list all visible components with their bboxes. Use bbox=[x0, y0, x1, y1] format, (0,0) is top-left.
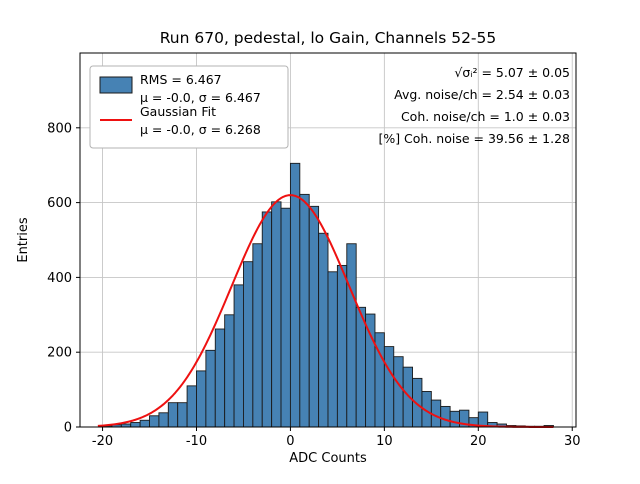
annotation-sigma-total: √σᵢ² = 5.07 ± 0.05 bbox=[454, 65, 570, 80]
histogram-bar bbox=[280, 207, 291, 428]
histogram-bar bbox=[402, 366, 413, 428]
gaussian-fit-line bbox=[97, 194, 554, 428]
histogram-bar bbox=[243, 261, 254, 428]
histogram-bar bbox=[196, 370, 207, 428]
histogram-bar bbox=[440, 405, 451, 428]
y-tick-label: 0 bbox=[64, 421, 72, 436]
histogram-bar bbox=[167, 402, 179, 428]
legend-histogram-patch bbox=[99, 76, 133, 94]
x-tick-label: -20 bbox=[92, 434, 113, 449]
histogram-bar bbox=[327, 271, 338, 428]
x-tick-label: 20 bbox=[470, 434, 487, 449]
histogram-bar bbox=[177, 402, 188, 428]
histogram-bar bbox=[346, 243, 357, 428]
histogram-bar bbox=[139, 419, 150, 428]
histogram-bar bbox=[336, 264, 348, 428]
histogram-bar bbox=[261, 211, 273, 428]
y-tick-label: 400 bbox=[47, 271, 72, 286]
legend-fit-label: Gaussian Fit bbox=[140, 104, 216, 119]
histogram-bar bbox=[365, 313, 376, 428]
y-axis-label: Entries bbox=[16, 217, 31, 263]
stats-annotations: √σᵢ² = 5.07 ± 0.05 Avg. noise/ch = 2.54 … bbox=[378, 65, 570, 146]
annotation-avg-noise: Avg. noise/ch = 2.54 ± 0.03 bbox=[394, 87, 570, 102]
histogram-bar bbox=[289, 162, 301, 428]
x-tick-label: 30 bbox=[564, 434, 581, 449]
legend-box bbox=[89, 65, 289, 149]
histogram-bar bbox=[271, 201, 282, 428]
histogram-bar bbox=[158, 412, 169, 428]
histogram-bar bbox=[299, 193, 310, 428]
histogram-bar bbox=[149, 415, 160, 428]
ticks-layer: -20 -10 0 10 20 30 0 200 400 600 800 bbox=[47, 121, 580, 449]
histogram-bar bbox=[308, 205, 320, 428]
axes-border bbox=[79, 52, 577, 428]
legend-rms-label: RMS = 6.467 bbox=[140, 72, 222, 87]
y-tick-label: 200 bbox=[47, 346, 72, 361]
histogram-bar bbox=[355, 306, 367, 428]
histogram-bar bbox=[205, 349, 216, 428]
histogram-bar bbox=[318, 232, 329, 428]
legend: RMS = 6.467 μ = -0.0, σ = 6.467 Gaussian… bbox=[89, 65, 289, 149]
x-axis-label: ADC Counts bbox=[289, 451, 367, 466]
x-tick-label: -10 bbox=[186, 434, 207, 449]
histogram-bar bbox=[233, 284, 244, 428]
histogram-bar bbox=[224, 314, 235, 428]
histogram-bar bbox=[214, 328, 226, 428]
legend-hist-musigma-label: μ = -0.0, σ = 6.467 bbox=[140, 90, 261, 105]
y-tick-label: 800 bbox=[47, 121, 72, 136]
histogram-bar bbox=[412, 377, 423, 428]
histogram-bar bbox=[130, 422, 141, 428]
histogram-bar bbox=[186, 385, 197, 428]
x-tick-label: 10 bbox=[376, 434, 393, 449]
histogram-bar bbox=[383, 346, 395, 428]
histogram-bar bbox=[252, 243, 263, 428]
annotation-coh-noise-pct: [%] Coh. noise = 39.56 ± 1.28 bbox=[378, 131, 570, 146]
x-tick-label: 0 bbox=[286, 434, 294, 449]
histogram-bar bbox=[393, 356, 404, 428]
y-tick-label: 600 bbox=[47, 196, 72, 211]
annotation-coh-noise: Coh. noise/ch = 1.0 ± 0.03 bbox=[401, 109, 570, 124]
legend-fit-musigma-label: μ = -0.0, σ = 6.268 bbox=[140, 122, 261, 137]
histogram-bar bbox=[449, 410, 460, 428]
chart-title: Run 670, pedestal, lo Gain, Channels 52-… bbox=[160, 29, 497, 47]
